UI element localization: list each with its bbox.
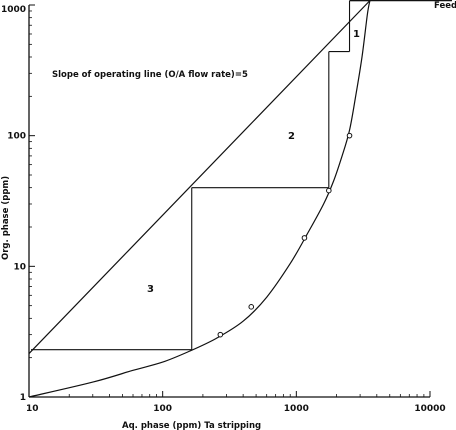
axis-ticks [28,4,431,398]
data-point [248,304,255,310]
y-axis-title: Org. phase (ppm) [1,176,11,260]
y-tick-label: 100 [7,132,26,142]
chart-lines [28,0,452,398]
data-point [326,187,332,194]
slope-annotation: Slope of operating line (O/A flow rate)=… [52,70,248,80]
stage-label: 1 [353,29,360,40]
stage-label: 2 [288,131,295,142]
y-tick-label: 1 [20,393,26,403]
x-tick-label: 10000 [414,404,445,414]
y-tick-label: 1000 [1,5,26,15]
stage-label: 3 [147,284,154,295]
plot-frame [28,5,430,398]
data-point [217,331,224,338]
equilibrium-curve [28,0,371,398]
y-tick-label: 10 [13,262,26,272]
x-tick-label: 100 [153,404,172,414]
data-point [301,235,308,241]
x-axis-title: Aq. phase (ppm) Ta stripping [122,421,261,430]
data-point [346,132,353,139]
x-tick-label: 10 [26,404,39,414]
data-points [217,132,353,338]
operating-line [28,0,371,354]
x-tick-label: 1000 [284,404,309,414]
feed-label: Feed [434,1,456,11]
